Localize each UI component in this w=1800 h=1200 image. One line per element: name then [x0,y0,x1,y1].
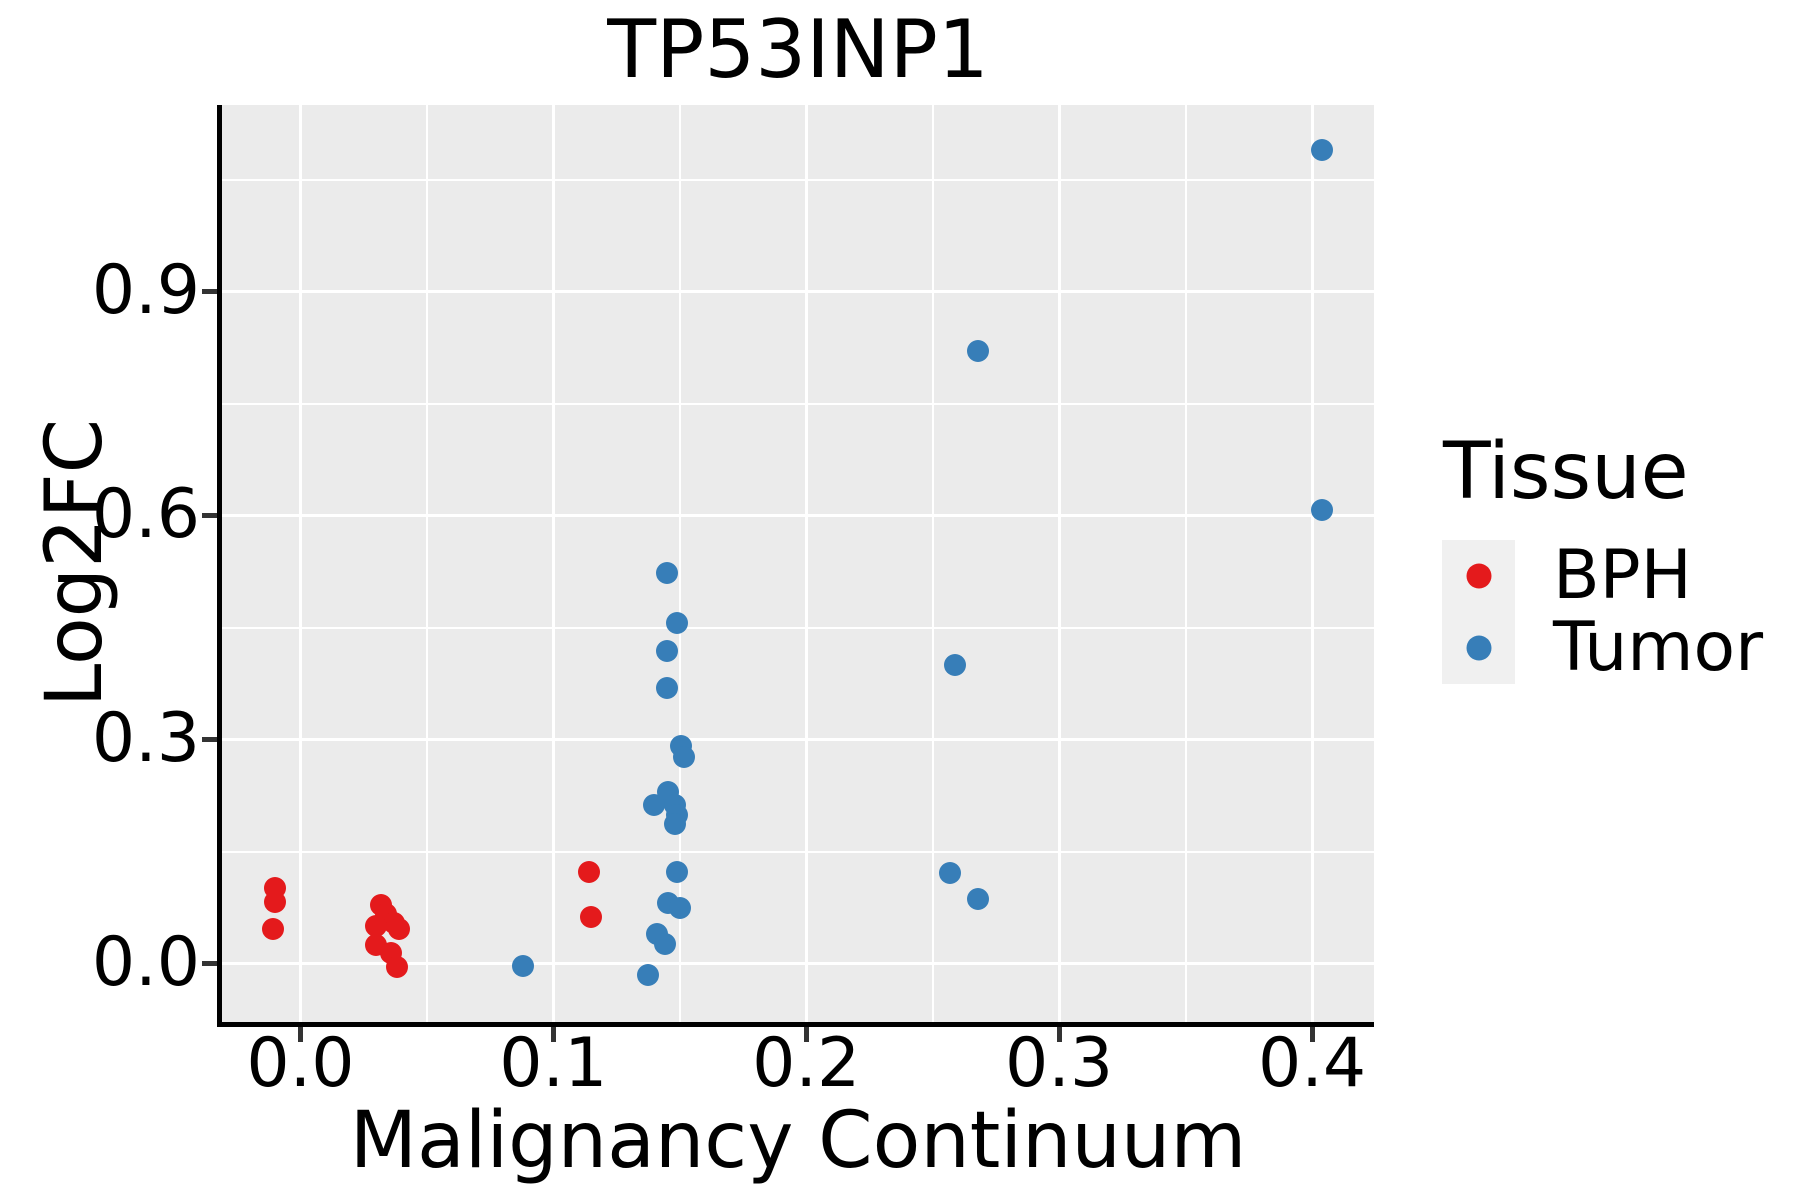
data-point-bph [580,906,603,929]
y-minor-gridline [222,850,1374,853]
x-minor-gridline [678,105,681,1022]
data-point-bph [577,860,600,883]
plot-title: TP53INP1 [607,3,989,96]
y-minor-gridline [222,626,1374,629]
data-point-bph [261,918,284,941]
data-point-bph [388,918,411,941]
data-point-tumor [939,861,962,884]
y-tick-label: 0.3 [91,698,200,778]
y-tick-label: 0.0 [91,922,200,1002]
data-point-tumor [944,654,967,677]
y-major-gridline [222,962,1374,966]
legend-title: Tissue [1443,427,1689,517]
y-axis-title: Log2FC [30,418,120,708]
y-tick-mark [202,513,217,519]
data-point-tumor [511,954,534,977]
data-point-tumor [672,745,695,768]
bph-point-swatch [1466,563,1491,589]
y-major-gridline [222,738,1374,742]
data-point-tumor [656,677,679,700]
legend-item-bph: BPH [1442,540,1763,612]
x-minor-gridline [1184,105,1187,1022]
x-major-gridline [804,105,808,1022]
x-tick-mark [1056,1027,1062,1042]
data-point-tumor [1311,138,1334,161]
data-point-tumor [1311,499,1334,522]
y-tick-mark [202,961,217,967]
data-point-tumor [663,813,686,836]
data-point-tumor [656,639,679,662]
y-tick-label: 0.9 [91,250,200,330]
x-tick-mark [550,1027,556,1042]
data-point-bph [365,915,388,938]
x-major-gridline [1310,105,1314,1022]
x-tick-label: 0.1 [499,1024,608,1103]
legend-key-tumor [1442,612,1515,684]
y-axis-line [217,105,222,1027]
x-axis-line [217,1022,1374,1027]
data-point-tumor [666,860,689,883]
x-axis-title: Malignancy Continuum [349,1096,1247,1186]
x-major-gridline [1057,105,1061,1022]
legend-key-bph [1442,540,1515,612]
plot-panel [222,105,1374,1022]
y-major-gridline [222,290,1374,294]
data-point-tumor [967,340,990,363]
x-tick-label: 0.4 [1257,1024,1367,1103]
data-point-tumor [643,793,666,816]
x-tick-mark [803,1027,809,1042]
x-tick-label: 0.2 [752,1024,861,1103]
y-tick-mark [202,737,217,743]
data-point-bph [264,890,287,913]
x-tick-label: 0.3 [1005,1024,1114,1103]
data-point-tumor [653,932,676,955]
data-point-bph [385,956,408,979]
y-minor-gridline [222,402,1374,405]
x-tick-mark [297,1027,303,1042]
y-tick-mark [202,289,217,295]
y-tick-label: 0.6 [91,474,200,554]
y-minor-gridline [222,178,1374,181]
x-tick-mark [1309,1027,1315,1042]
tumor-point-swatch [1466,635,1491,661]
legend-label-bph: BPH [1553,536,1692,615]
x-minor-gridline [425,105,428,1022]
data-point-tumor [967,887,990,910]
y-major-gridline [222,514,1374,518]
legend-item-tumor: Tumor [1442,612,1763,684]
data-point-tumor [668,897,691,920]
data-point-tumor [637,963,660,986]
legend-items: BPH Tumor [1442,540,1763,684]
x-tick-label: 0.0 [246,1024,355,1103]
legend-label-tumor: Tumor [1553,608,1764,687]
x-major-gridline [298,105,302,1022]
data-point-tumor [656,562,679,585]
x-minor-gridline [931,105,934,1022]
x-major-gridline [551,105,555,1022]
data-point-tumor [666,612,689,635]
